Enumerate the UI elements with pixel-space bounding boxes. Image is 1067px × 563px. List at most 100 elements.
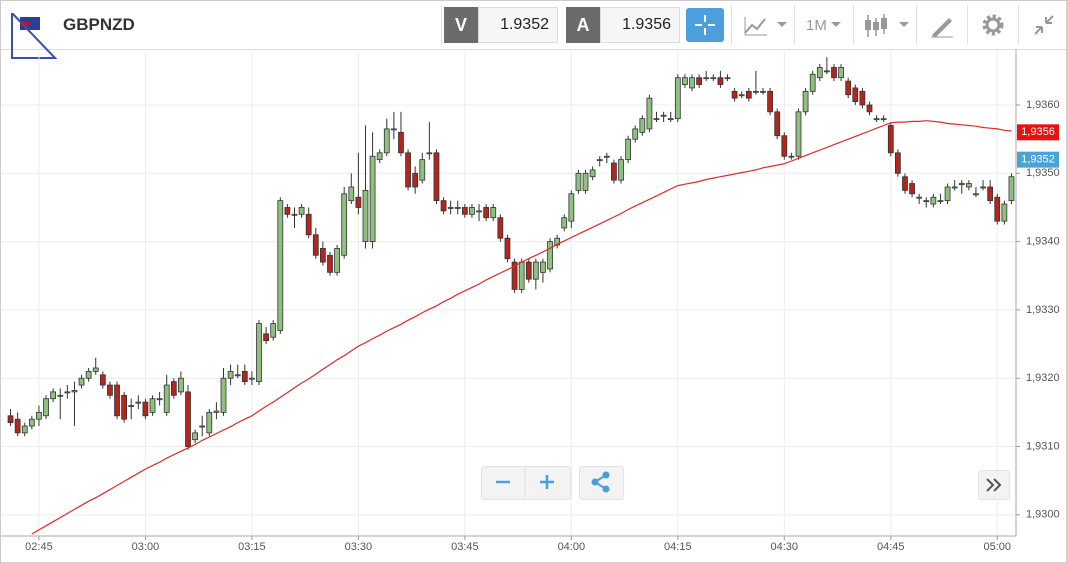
candle-body bbox=[951, 186, 958, 189]
candle-body bbox=[973, 193, 979, 196]
candle-body bbox=[277, 200, 284, 331]
candle-body bbox=[376, 152, 383, 161]
candle-body bbox=[852, 87, 859, 102]
candle-body bbox=[511, 261, 518, 290]
candle-body bbox=[497, 217, 504, 239]
candle-body bbox=[774, 111, 781, 137]
candle-body bbox=[632, 128, 639, 140]
candle-body bbox=[639, 118, 646, 133]
candle-body bbox=[902, 176, 908, 191]
candle-body bbox=[490, 207, 497, 219]
candle-body bbox=[43, 398, 49, 417]
price-marker bbox=[1017, 124, 1059, 141]
candle-body bbox=[405, 152, 411, 188]
x-tick-label: 04:00 bbox=[558, 541, 586, 553]
candle-body bbox=[653, 118, 660, 121]
candle-body bbox=[696, 77, 702, 85]
candle-body bbox=[916, 196, 923, 199]
candle-body bbox=[547, 241, 553, 270]
crosshair-button[interactable] bbox=[686, 8, 724, 44]
candle-body bbox=[802, 90, 809, 113]
scroll-end-button[interactable] bbox=[978, 470, 1010, 500]
candle-body bbox=[625, 138, 632, 161]
timeframe-button[interactable]: 1M bbox=[806, 17, 827, 34]
candle-body bbox=[263, 333, 269, 342]
candle-body bbox=[192, 432, 198, 441]
candle-body bbox=[937, 200, 944, 203]
candle-body bbox=[603, 155, 610, 158]
candle-body bbox=[128, 405, 135, 407]
sell-price: 1.9352 bbox=[478, 7, 558, 43]
candle-body bbox=[518, 261, 525, 290]
candle-body bbox=[156, 398, 163, 401]
candle-body bbox=[419, 159, 426, 181]
candle-body bbox=[213, 410, 220, 413]
chart-style-button[interactable] bbox=[743, 13, 788, 49]
timeframe-caret bbox=[831, 22, 841, 27]
candle-body bbox=[220, 377, 227, 413]
candle-body bbox=[795, 111, 802, 157]
price-marker bbox=[1017, 151, 1059, 168]
y-tick-label: 1,9340 bbox=[1026, 236, 1060, 248]
candle-body bbox=[703, 77, 710, 80]
candle-body bbox=[483, 207, 490, 219]
candle-body bbox=[355, 196, 362, 208]
candle-body bbox=[149, 398, 156, 413]
candle-body bbox=[114, 384, 120, 417]
price-marker-label: 1,9356 bbox=[1021, 126, 1055, 138]
candle-body bbox=[142, 401, 149, 417]
candle-body bbox=[717, 77, 724, 85]
candle-body bbox=[64, 391, 71, 394]
candle-body bbox=[99, 374, 106, 386]
candle-body bbox=[980, 186, 986, 189]
settings-button[interactable] bbox=[980, 12, 1006, 48]
share-button[interactable] bbox=[579, 466, 624, 500]
collapse-button[interactable] bbox=[1031, 12, 1057, 48]
y-tick-label: 1,9300 bbox=[1026, 509, 1060, 521]
zoom-in[interactable] bbox=[540, 475, 554, 489]
x-tick-label: 04:15 bbox=[664, 541, 692, 553]
zoom-controls bbox=[481, 466, 571, 500]
candle-body bbox=[14, 418, 21, 434]
candle-body bbox=[909, 183, 915, 195]
candle-body bbox=[390, 128, 397, 131]
candle-body bbox=[824, 70, 830, 73]
candle-body bbox=[298, 207, 305, 215]
candle-body bbox=[412, 172, 419, 188]
candle-body bbox=[206, 411, 213, 434]
y-tick-label: 1,9330 bbox=[1026, 304, 1060, 316]
y-tick-label: 1,9350 bbox=[1026, 167, 1060, 179]
sell-button[interactable]: V bbox=[444, 7, 478, 43]
candle-body bbox=[738, 94, 745, 97]
y-tick-label: 1,9360 bbox=[1026, 99, 1060, 111]
candle-body bbox=[660, 114, 667, 117]
candle-body bbox=[816, 67, 823, 79]
candle-body bbox=[958, 183, 965, 185]
candle-body bbox=[994, 196, 1001, 222]
candle-type-button[interactable] bbox=[863, 13, 911, 49]
candle-body bbox=[121, 394, 128, 420]
candle-body bbox=[767, 90, 773, 113]
candle-body bbox=[92, 367, 99, 372]
candle-body bbox=[682, 77, 688, 85]
draw-button[interactable] bbox=[929, 13, 955, 49]
candle-body bbox=[469, 207, 475, 215]
candle-body bbox=[781, 135, 788, 157]
x-tick-label: 04:30 bbox=[771, 541, 799, 553]
moving-average-line bbox=[31, 120, 1012, 535]
y-tick-label: 1,9310 bbox=[1026, 440, 1060, 452]
x-tick-label: 05:00 bbox=[983, 541, 1011, 553]
candle-body bbox=[249, 377, 255, 380]
candle-body bbox=[78, 377, 85, 386]
candle-body bbox=[256, 323, 262, 383]
candle-body bbox=[618, 159, 624, 181]
candle-body bbox=[689, 77, 695, 89]
flag-icon bbox=[11, 13, 57, 59]
buy-price: 1.9356 bbox=[600, 7, 680, 43]
candle-body bbox=[284, 207, 291, 215]
candle-body bbox=[838, 67, 844, 79]
buy-button[interactable]: A bbox=[566, 7, 600, 43]
x-tick-label: 02:45 bbox=[25, 541, 53, 553]
toolbar: GBPNZD V 1.9352 A 1.9356 1M bbox=[1, 1, 1066, 59]
